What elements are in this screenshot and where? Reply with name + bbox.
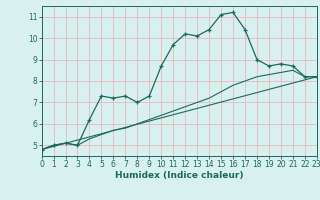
X-axis label: Humidex (Indice chaleur): Humidex (Indice chaleur) bbox=[115, 171, 244, 180]
